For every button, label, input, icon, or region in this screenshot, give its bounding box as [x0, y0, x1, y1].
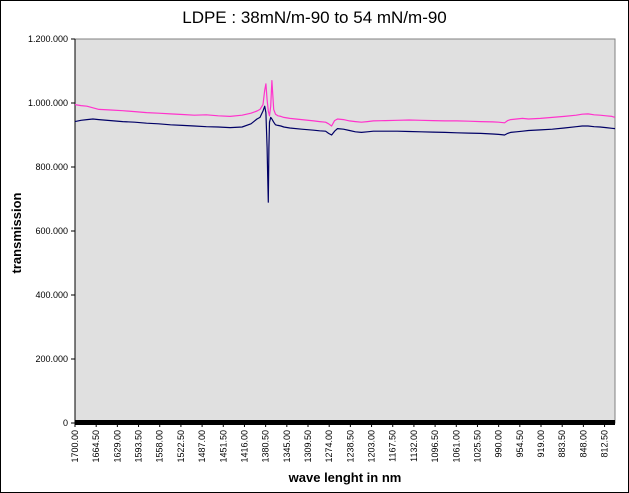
- x-tick-label: 1522.50: [176, 430, 186, 463]
- y-axis-title-text: transmission: [9, 192, 24, 274]
- x-tick-label: 1203.00: [367, 430, 377, 463]
- x-tick-label: 1274.00: [324, 430, 334, 463]
- x-tick-label: 990.00: [494, 430, 504, 458]
- y-tick-label: 0: [63, 418, 68, 428]
- x-tick-label: 919.00: [536, 430, 546, 458]
- x-tick-label: 1345.00: [282, 430, 292, 463]
- x-axis-title: wave lenght in nm: [288, 470, 402, 485]
- x-tick-label: 1132.00: [409, 430, 419, 462]
- x-tick-label: 1451.50: [218, 430, 228, 463]
- y-tick-label: 1.200.000: [28, 34, 68, 44]
- x-tick-label: 1416.00: [239, 430, 249, 463]
- series-group: [74, 79, 616, 203]
- x-axis-ticks: 1700.00 1664.50 1629.00 1593.50 1558.00 1522.…: [70, 423, 610, 463]
- x-tick-label: 1025.50: [472, 430, 482, 463]
- y-axis-ticks: 0 200.000 400.000 600.000 800.000 1.000.000 1.…: [28, 34, 76, 428]
- x-tick-label: 812.50: [600, 430, 610, 458]
- x-tick-label: 1664.50: [91, 430, 101, 463]
- x-tick-label: 1309.50: [303, 430, 313, 463]
- y-tick-label: 800.000: [35, 162, 68, 172]
- x-tick-label: 848.00: [578, 430, 588, 458]
- x-axis-bar: [75, 420, 615, 425]
- y-tick-label: 400.000: [35, 290, 68, 300]
- y-tick-label: 1.000.000: [28, 98, 68, 108]
- x-tick-label: 1167.50: [388, 430, 398, 462]
- x-tick-label: 1096.50: [430, 430, 440, 463]
- y-tick-label: 600.000: [35, 226, 68, 236]
- x-tick-label: 1593.50: [134, 430, 144, 463]
- chart-title: LDPE : 38mN/m-90 to 54 mN/m-90: [182, 8, 447, 27]
- y-axis-title: transmission: [9, 193, 25, 274]
- x-tick-label: 1558.00: [155, 430, 165, 463]
- x-tick-label: 1380.50: [261, 430, 271, 463]
- x-tick-label: 1238.50: [345, 430, 355, 463]
- x-tick-label: 1629.00: [112, 430, 122, 463]
- series-line-2: [74, 105, 616, 203]
- x-tick-label: 954.50: [515, 430, 525, 458]
- x-tick-label: 1061.00: [451, 430, 461, 463]
- y-tick-label: 200.000: [35, 354, 68, 364]
- series-line-1: [74, 79, 616, 127]
- x-tick-label: 1700.00: [70, 430, 80, 463]
- x-tick-label: 883.50: [557, 430, 567, 458]
- plot-area: [74, 38, 616, 424]
- x-tick-label: 1487.00: [197, 430, 207, 463]
